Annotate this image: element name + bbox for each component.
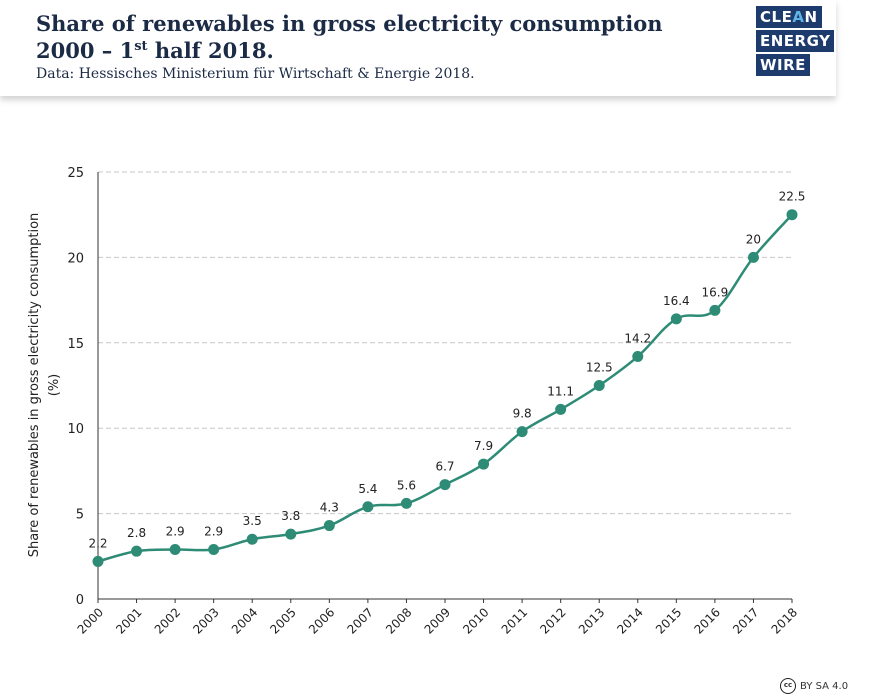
x-tick-2016: 2016 [692, 605, 723, 636]
x-tick-2000: 2000 [75, 605, 106, 636]
cc-icon: cc [780, 678, 796, 694]
x-tick-2015: 2015 [653, 605, 684, 636]
x-tick-2008: 2008 [383, 605, 414, 636]
series-renewables-share [92, 209, 798, 567]
logo-text-cle: CLE [760, 8, 793, 26]
header: Share of renewables in gross electricity… [0, 0, 836, 96]
logo-text-a: A [792, 8, 805, 26]
data-point-2004 [246, 533, 258, 545]
title-line-1: Share of renewables in gross electricity… [36, 11, 663, 36]
axes [97, 172, 793, 603]
y-axis-label-unit: (%) [47, 374, 62, 397]
license-text: BY SA 4.0 [800, 680, 849, 692]
data-label-2003: 2.9 [204, 524, 223, 538]
x-tick-2002: 2002 [152, 605, 183, 636]
data-label-2002: 2.9 [166, 524, 185, 538]
data-point-2014 [632, 350, 644, 362]
x-tick-2017: 2017 [730, 605, 761, 636]
data-labels: 2.2 2.8 2.9 2.9 3.5 3.8 4.3 5.4 5.6 6.7 7.9 9.8 11.1… [88, 190, 805, 551]
data-label-2017: 20 [746, 232, 761, 246]
data-point-2007 [362, 501, 374, 513]
data-point-2010 [478, 458, 490, 470]
data-point-2002 [169, 543, 181, 555]
x-tick-2014: 2014 [614, 605, 645, 636]
data-label-2006: 4.3 [320, 501, 339, 515]
x-tick-labels: 2000 2001 2002 2003 2004 2005 2006 2007 2008 2009… [75, 605, 800, 636]
y-tick-0: 0 [76, 593, 84, 608]
x-tick-2018: 2018 [769, 605, 800, 636]
x-tick-2006: 2006 [306, 605, 337, 636]
clean-energy-wire-logo: CLEAN ENERGY WIRE [756, 6, 835, 78]
data-point-2009 [439, 479, 451, 491]
x-tick-2013: 2013 [576, 605, 607, 636]
title-line-2-main: 2000 – 1 [36, 38, 135, 63]
data-label-2008: 5.6 [397, 478, 416, 492]
y-tick-10: 10 [67, 422, 84, 437]
data-label-2015: 16.4 [663, 294, 690, 308]
data-point-2001 [131, 545, 143, 557]
data-point-2017 [747, 251, 759, 263]
license-badge: cc BY SA 4.0 [780, 678, 848, 694]
data-label-2018: 22.5 [779, 190, 806, 204]
x-tick-2004: 2004 [229, 605, 260, 636]
data-point-2013 [593, 380, 605, 391]
data-point-2016 [709, 304, 721, 316]
logo-line-clean: CLEAN [756, 6, 822, 28]
logo-text-n: N [804, 8, 818, 26]
series-line [97, 213, 793, 563]
data-label-2009: 6.7 [435, 460, 454, 474]
x-tick-2010: 2010 [460, 605, 491, 636]
x-tick-2005: 2005 [267, 605, 298, 636]
data-label-2011: 9.8 [513, 407, 532, 421]
title-line-2-sup: st [134, 39, 148, 54]
data-point-2018 [786, 209, 798, 221]
y-tick-20: 20 [67, 251, 84, 266]
x-tick-2003: 2003 [190, 605, 221, 636]
data-label-2014: 14.2 [624, 331, 651, 345]
logo-line-wire: WIRE [756, 54, 810, 76]
data-point-2003 [208, 543, 220, 555]
logo-line-energy: ENERGY [756, 30, 835, 52]
data-label-2012: 11.1 [547, 384, 574, 398]
x-tick-2001: 2001 [113, 605, 144, 636]
data-label-2007: 5.4 [358, 482, 377, 496]
x-tick-2011: 2011 [499, 605, 530, 636]
data-label-2010: 7.9 [474, 439, 493, 453]
data-label-2004: 3.5 [243, 514, 262, 528]
data-label-2013: 12.5 [586, 361, 613, 375]
data-point-2012 [555, 403, 567, 415]
data-point-2005 [285, 528, 297, 540]
data-point-2000 [92, 555, 104, 567]
title-line-2-tail: half 2018. [147, 38, 274, 63]
y-tick-25: 25 [67, 166, 84, 181]
chart-title: Share of renewables in gross electricity… [36, 10, 663, 64]
x-tick-2009: 2009 [422, 605, 453, 636]
y-axis-label: Share of renewables in gross electricity… [27, 213, 42, 558]
data-label-2000: 2.2 [88, 536, 107, 550]
y-tick-labels: 0 5 10 15 20 25 [67, 166, 84, 608]
y-tick-5: 5 [76, 508, 84, 523]
chart-subtitle: Data: Hessisches Ministerium für Wirtsch… [36, 66, 475, 82]
y-tick-15: 15 [67, 337, 84, 352]
x-tick-2012: 2012 [537, 605, 568, 636]
gridlines [98, 171, 792, 515]
title-line-2: 2000 – 1st half 2018. [36, 38, 274, 63]
data-point-2008 [400, 497, 412, 509]
data-point-2006 [323, 520, 335, 532]
data-label-2005: 3.8 [281, 509, 300, 523]
data-point-2011 [516, 426, 528, 438]
data-point-2015 [670, 313, 682, 325]
data-label-2001: 2.8 [127, 526, 146, 540]
data-label-2016: 16.9 [702, 285, 729, 299]
x-tick-2007: 2007 [345, 605, 376, 636]
